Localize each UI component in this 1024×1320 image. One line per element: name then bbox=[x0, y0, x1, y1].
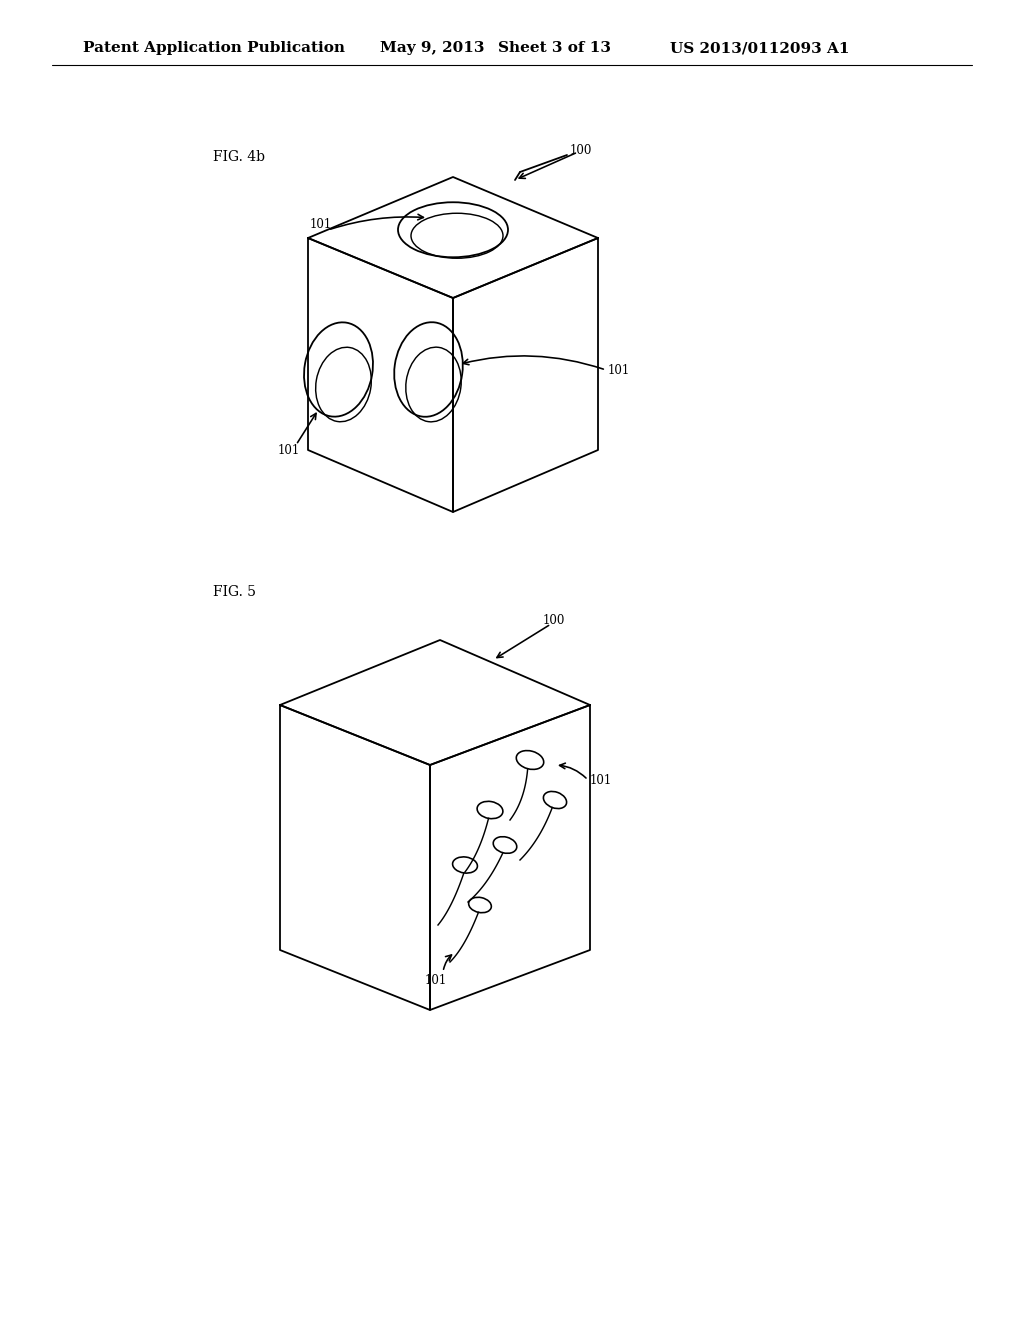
Text: 101: 101 bbox=[590, 774, 612, 787]
Text: 101: 101 bbox=[310, 219, 332, 231]
Text: 101: 101 bbox=[278, 444, 300, 457]
Text: Sheet 3 of 13: Sheet 3 of 13 bbox=[498, 41, 611, 55]
Text: 101: 101 bbox=[608, 363, 630, 376]
Text: Patent Application Publication: Patent Application Publication bbox=[83, 41, 345, 55]
Text: 101: 101 bbox=[425, 974, 447, 986]
Text: US 2013/0112093 A1: US 2013/0112093 A1 bbox=[670, 41, 850, 55]
Text: 100: 100 bbox=[543, 614, 565, 627]
Text: May 9, 2013: May 9, 2013 bbox=[380, 41, 484, 55]
Text: FIG. 4b: FIG. 4b bbox=[213, 150, 265, 164]
Text: FIG. 5: FIG. 5 bbox=[213, 585, 256, 599]
Text: 100: 100 bbox=[570, 144, 592, 157]
